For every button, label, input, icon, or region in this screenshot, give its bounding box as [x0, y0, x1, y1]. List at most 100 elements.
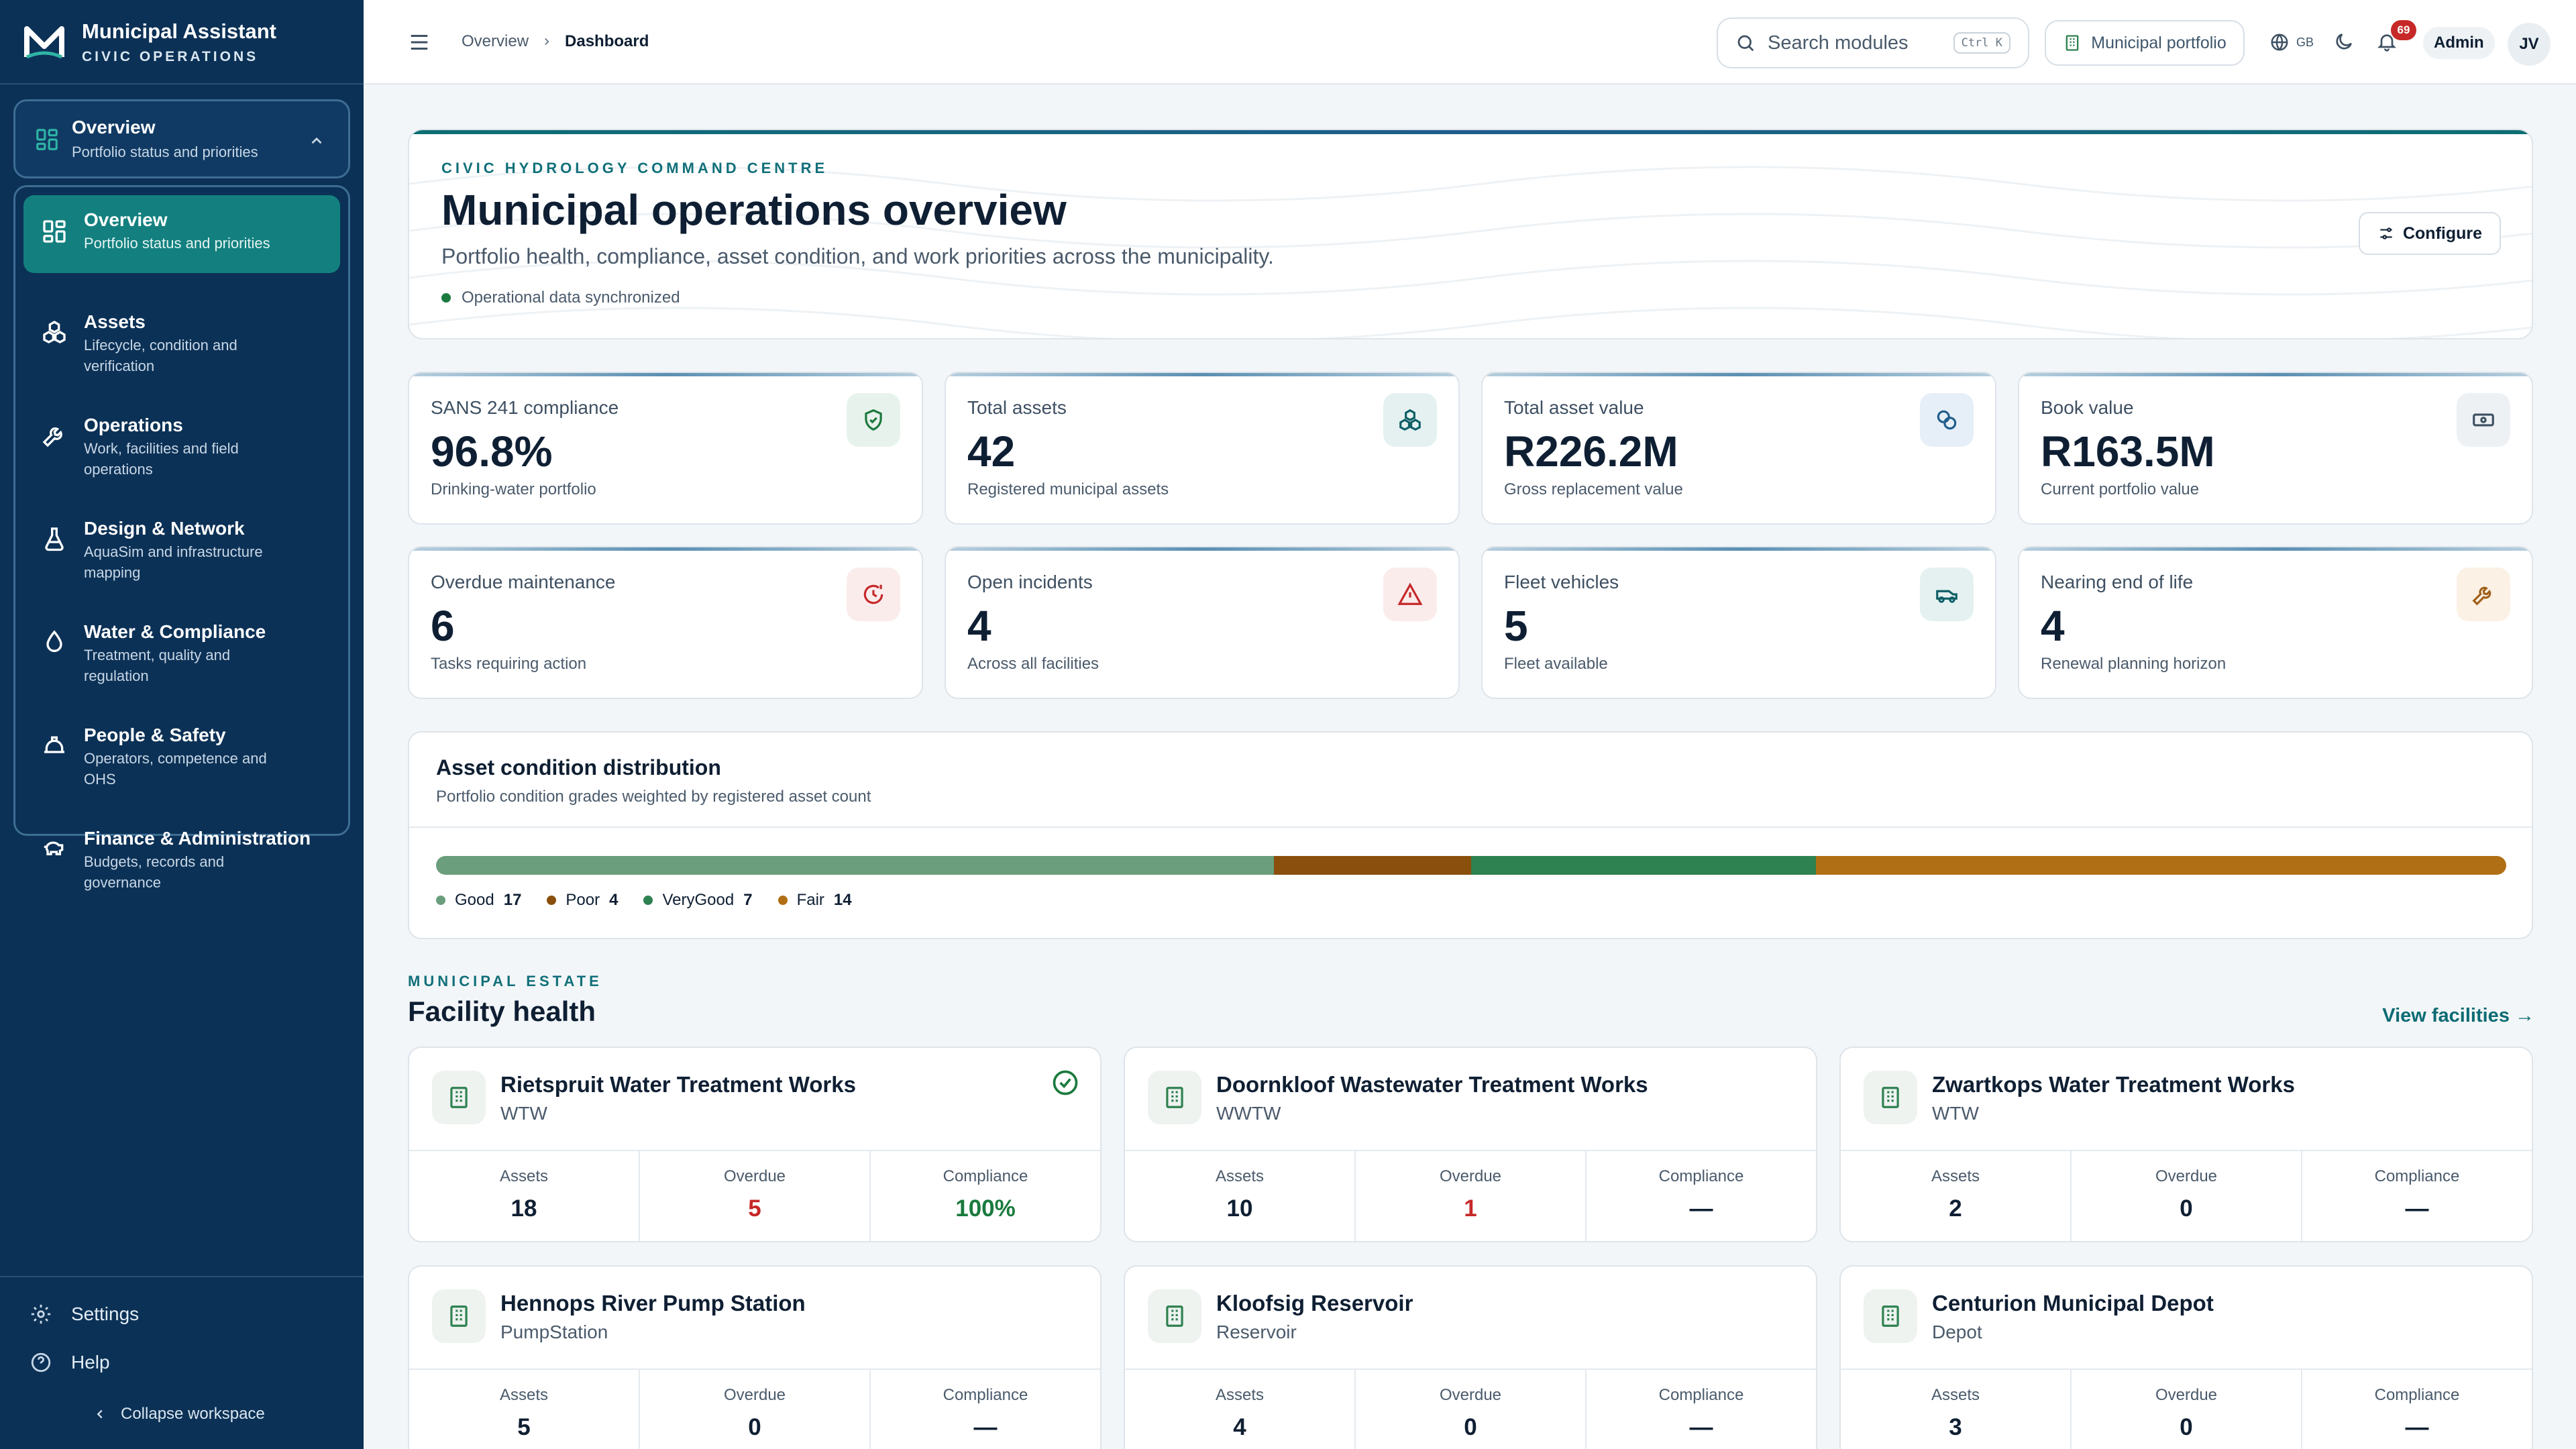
facility-card[interactable]: Rietspruit Water Treatment Works WTW Ass…	[408, 1046, 1102, 1242]
facility-type: PumpStation	[500, 1322, 608, 1342]
sidebar-item-label: Design & Network	[84, 518, 245, 539]
stat-label: Assets	[1931, 1167, 1980, 1185]
portfolio-label: Municipal portfolio	[2091, 33, 2226, 52]
portfolio-selector[interactable]: Municipal portfolio	[2045, 20, 2245, 66]
stat-label: Assets	[1931, 1386, 1980, 1404]
wave-pattern	[409, 166, 2532, 338]
sidebar-item-desc: Treatment, quality and regulation	[84, 647, 231, 684]
stat-overdue: Overdue 0	[640, 1370, 871, 1449]
facility-name: Rietspruit Water Treatment Works	[500, 1072, 856, 1097]
brand[interactable]: Municipal Assistant CIVIC OPERATIONS	[24, 16, 276, 68]
stat-value: 0	[2180, 1195, 2193, 1222]
accent-bar	[946, 547, 1458, 551]
facility-card[interactable]: Doornkloof Wastewater Treatment Works WW…	[1124, 1046, 1817, 1242]
accent-bar	[1483, 547, 1995, 551]
stat-assets: Assets 2	[1841, 1151, 2072, 1241]
menu-icon[interactable]	[408, 32, 431, 52]
breadcrumb-overview[interactable]: Overview	[462, 32, 529, 50]
stat-value: 18	[511, 1195, 537, 1222]
help-link[interactable]: Help	[30, 1351, 110, 1374]
facility-type: WTW	[500, 1103, 547, 1124]
language-selector[interactable]: GB	[2269, 32, 2314, 52]
kpi-icon-box	[2457, 568, 2510, 621]
stat-compliance: Compliance —	[871, 1370, 1100, 1449]
stat-label: Compliance	[2374, 1167, 2460, 1185]
workspace-desc: Portfolio status and priorities	[72, 144, 258, 160]
legend-label: Fair	[796, 891, 824, 909]
banknote-icon	[2473, 413, 2494, 427]
sidebar-item-label: Assets	[84, 311, 146, 332]
stat-assets: Assets 10	[1125, 1151, 1356, 1241]
search-input[interactable]: Search modules Ctrl K	[1717, 17, 2029, 68]
stat-value: 5	[517, 1414, 531, 1440]
facility-type: WWTW	[1216, 1103, 1281, 1124]
settings-link[interactable]: Settings	[30, 1303, 139, 1326]
facility-type: WTW	[1932, 1103, 1979, 1124]
facility-card[interactable]: Kloofsig Reservoir Reservoir Assets 4 Ove…	[1124, 1265, 1817, 1449]
facility-icon-box	[1148, 1289, 1201, 1343]
wrench-icon	[2472, 586, 2491, 606]
sidebar-item-assets[interactable]: Assets Lifecycle, condition and verifica…	[23, 296, 340, 376]
facility-name: Hennops River Pump Station	[500, 1291, 806, 1316]
kpi-value: 6	[431, 602, 455, 650]
kpi-label: Fleet vehicles	[1504, 572, 1619, 592]
facility-stats: Assets 3 Overdue 0 Compliance —	[1841, 1368, 2532, 1449]
accent-bar	[2019, 373, 2532, 376]
kpi-icon-box	[1920, 568, 1974, 621]
kpi-card-overdue-maintenance[interactable]: Overdue maintenance 6 Tasks requiring ac…	[408, 546, 923, 699]
sidebar-item-design-network[interactable]: Design & Network AquaSim and infrastruct…	[23, 502, 340, 583]
stat-value: —	[2405, 1414, 2429, 1440]
legend-item-fair: Fair 14	[777, 891, 852, 910]
hero-panel: CIVIC HYDROLOGY COMMAND CENTRE Municipal…	[408, 129, 2533, 339]
help-icon	[31, 1352, 51, 1373]
accent-bar	[946, 373, 1458, 376]
configure-button[interactable]: Configure	[2359, 212, 2501, 255]
shield-check-icon	[865, 409, 882, 431]
bell-icon[interactable]	[2376, 31, 2398, 52]
role-badge[interactable]: Admin	[2423, 27, 2495, 59]
stat-overdue: Overdue 0	[2072, 1370, 2302, 1449]
kpi-card-open-incidents[interactable]: Open incidents 4 Across all facilities	[945, 546, 1460, 699]
kpi-card-book-value[interactable]: Book value R163.5M Current portfolio val…	[2018, 372, 2533, 525]
kpi-card-fleet-vehicles[interactable]: Fleet vehicles 5 Fleet available	[1481, 546, 1996, 699]
facility-card[interactable]: Zwartkops Water Treatment Works WTW Asse…	[1839, 1046, 2533, 1242]
moon-icon[interactable]	[2333, 31, 2355, 52]
kpi-icon-box	[1383, 568, 1437, 621]
sidebar: Municipal Assistant CIVIC OPERATIONS Ove…	[0, 0, 364, 1449]
kpi-card-compliance[interactable]: SANS 241 compliance 96.8% Drinking-water…	[408, 372, 923, 525]
sidebar-item-water-compliance[interactable]: Water & Compliance Treatment, quality an…	[23, 606, 340, 686]
facility-icon-box	[432, 1071, 486, 1124]
stat-label: Compliance	[943, 1386, 1028, 1404]
facility-card[interactable]: Hennops River Pump Station PumpStation A…	[408, 1265, 1102, 1449]
facility-name: Kloofsig Reservoir	[1216, 1291, 1413, 1316]
facility-card[interactable]: Centurion Municipal Depot Depot Assets 3 …	[1839, 1265, 2533, 1449]
facility-type: Reservoir	[1216, 1322, 1297, 1342]
kpi-label: SANS 241 compliance	[431, 397, 619, 418]
kpi-card-asset-value[interactable]: Total asset value R226.2M Gross replacem…	[1481, 372, 1996, 525]
stat-value: 0	[1464, 1414, 1477, 1440]
sidebar-item-people-safety[interactable]: People & Safety Operators, competence an…	[23, 709, 340, 790]
condition-segment-good	[436, 856, 1275, 875]
clock-alert-icon	[863, 584, 883, 604]
kpi-icon-box	[1920, 393, 1974, 447]
legend-count: 17	[503, 891, 522, 909]
kpi-value: 4	[2041, 602, 2065, 650]
sidebar-item-finance-administration[interactable]: Finance & Administration Budgets, record…	[23, 812, 340, 893]
view-facilities-link[interactable]: View facilities →	[2382, 1005, 2534, 1026]
sidebar-item-label: Overview	[84, 209, 168, 230]
stat-compliance: Compliance —	[2302, 1370, 2532, 1449]
stat-overdue: Overdue 1	[1356, 1151, 1587, 1241]
chevron-right-icon	[545, 38, 549, 46]
sidebar-item-overview[interactable]: Overview Portfolio status and priorities	[23, 195, 340, 273]
kpi-card-end-of-life[interactable]: Nearing end of life 4 Renewal planning h…	[2018, 546, 2533, 699]
collapse-workspace-button[interactable]: Collapse workspace	[93, 1405, 265, 1424]
help-label: Help	[71, 1352, 110, 1373]
avatar[interactable]: JV	[2508, 23, 2551, 66]
legend-label: Good	[455, 891, 494, 909]
workspace-switcher[interactable]: Overview Portfolio status and priorities	[13, 99, 350, 178]
sidebar-item-operations[interactable]: Operations Work, facilities and field op…	[23, 399, 340, 480]
stat-label: Assets	[499, 1386, 549, 1404]
accent-bar	[1483, 373, 1995, 376]
kpi-card-total-assets[interactable]: Total assets 42 Registered municipal ass…	[945, 372, 1460, 525]
stat-label: Compliance	[943, 1167, 1028, 1185]
